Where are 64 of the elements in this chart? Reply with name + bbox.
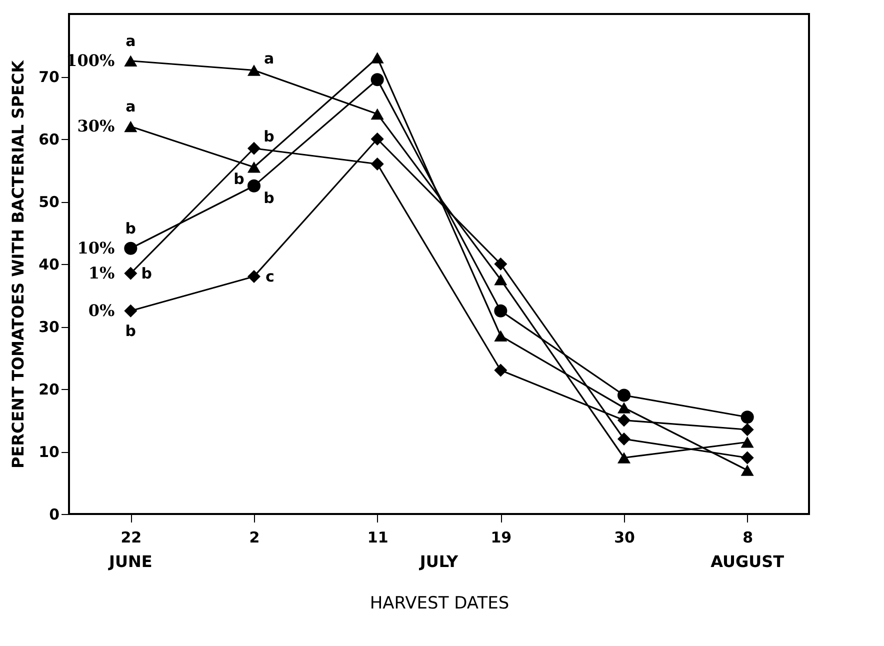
x-axis-title: HARVEST DATES bbox=[370, 594, 510, 614]
point bbox=[617, 388, 631, 402]
point bbox=[740, 451, 754, 464]
x-tick-label: 11 bbox=[367, 528, 388, 546]
point bbox=[124, 120, 138, 132]
point bbox=[124, 266, 138, 280]
point bbox=[247, 179, 261, 192]
y-axis-title: PERCENT TOMATOES WITH BACTERIAL SPECK bbox=[8, 60, 28, 469]
text: JUNE bbox=[108, 552, 152, 571]
annotation: a bbox=[126, 98, 136, 116]
x-tick-label: 19 bbox=[490, 528, 512, 546]
y-tick-label: 60 bbox=[38, 130, 60, 148]
series-label: 1% bbox=[88, 263, 115, 282]
point bbox=[370, 108, 384, 120]
x-tick-label: 8 bbox=[742, 528, 754, 546]
point bbox=[494, 330, 508, 342]
point bbox=[740, 464, 754, 476]
series-label: 100% bbox=[66, 50, 115, 70]
point bbox=[124, 55, 138, 67]
y-tick-label: 50 bbox=[38, 193, 60, 211]
y-tick-label: 70 bbox=[38, 68, 60, 86]
point bbox=[617, 432, 631, 446]
annotation: b bbox=[234, 170, 245, 188]
series-label: 30% bbox=[77, 116, 115, 136]
y-tick-label: 0 bbox=[49, 506, 60, 524]
point bbox=[617, 452, 631, 464]
point bbox=[740, 410, 754, 424]
annotation: b bbox=[264, 127, 275, 146]
point bbox=[370, 132, 384, 146]
point bbox=[617, 414, 631, 427]
annotation: b bbox=[264, 188, 275, 207]
text: AUGUST bbox=[710, 552, 784, 571]
x-tick-label: 30 bbox=[614, 528, 635, 546]
text: JULY bbox=[418, 552, 459, 571]
point bbox=[494, 364, 508, 377]
point bbox=[370, 52, 384, 64]
point bbox=[247, 161, 261, 173]
point bbox=[494, 304, 508, 318]
point bbox=[494, 257, 508, 271]
series-label: 0% bbox=[88, 300, 115, 320]
point bbox=[370, 157, 384, 171]
annotation: a bbox=[126, 32, 136, 50]
point bbox=[124, 304, 138, 318]
point bbox=[247, 270, 261, 284]
annotation: c bbox=[266, 268, 274, 286]
y-tick-label: 30 bbox=[38, 318, 60, 336]
point bbox=[124, 242, 138, 255]
point bbox=[740, 436, 754, 448]
point bbox=[740, 423, 754, 436]
x-tick-label: 22 bbox=[120, 528, 142, 546]
x-tick-label: 2 bbox=[249, 528, 260, 546]
annotation: b bbox=[125, 219, 136, 238]
annotation: b bbox=[125, 322, 136, 340]
point bbox=[370, 73, 384, 86]
annotation: a bbox=[264, 49, 274, 68]
y-tick-label: 10 bbox=[38, 443, 60, 461]
y-tick-label: 20 bbox=[38, 380, 60, 398]
point bbox=[247, 64, 261, 76]
point bbox=[617, 402, 631, 414]
point bbox=[247, 142, 261, 155]
y-tick-label: 40 bbox=[38, 256, 60, 274]
point bbox=[494, 274, 508, 286]
series-label: 10% bbox=[77, 238, 115, 258]
annotation: b bbox=[141, 264, 152, 282]
